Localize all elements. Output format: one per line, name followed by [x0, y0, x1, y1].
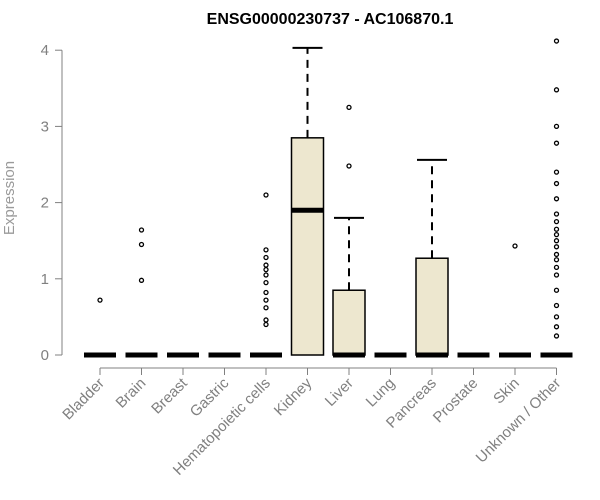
- box-group: [499, 243, 531, 358]
- x-tick-label: Breast: [148, 374, 191, 417]
- plot-area: [84, 38, 573, 358]
- outlier-point: [553, 264, 560, 271]
- outlier-point: [553, 314, 560, 320]
- box-group: [125, 227, 158, 358]
- y-axis: 0 1 2 3 4: [41, 42, 63, 364]
- outlier-point: [553, 272, 560, 278]
- x-tick-label: Liver: [322, 375, 357, 410]
- outlier-point: [97, 297, 103, 303]
- chart-title: ENSG00000230737 - AC106870.1: [207, 11, 454, 28]
- outlier-point: [138, 241, 145, 248]
- outlier-point: [263, 272, 269, 278]
- x-tick-label: Prostate: [430, 375, 482, 427]
- outlier-point: [553, 87, 560, 93]
- outlier-point: [263, 267, 269, 273]
- outlier-point: [553, 244, 560, 250]
- y-tick-label: 3: [41, 118, 49, 135]
- outlier-point: [263, 279, 269, 286]
- x-tick-label: Bladder: [59, 375, 108, 424]
- box-group: [250, 192, 282, 358]
- outlier-point: [553, 287, 560, 293]
- outlier-point: [553, 257, 560, 263]
- outlier-point: [263, 289, 269, 296]
- box: [332, 289, 366, 356]
- x-tick-label: Skin: [490, 375, 523, 408]
- outlier-point: [553, 226, 560, 232]
- outlier-point: [138, 277, 145, 283]
- outlier-point: [263, 305, 269, 311]
- outlier-point: [553, 38, 560, 44]
- y-tick-label: 1: [41, 271, 49, 288]
- outlier-point: [346, 163, 352, 169]
- box-group: [290, 46, 325, 356]
- outlier-point: [553, 231, 560, 238]
- box: [290, 137, 325, 356]
- outlier-point: [553, 211, 560, 217]
- outlier-point: [263, 297, 269, 303]
- outlier-point: [553, 238, 560, 244]
- y-tick-label: 4: [41, 42, 49, 59]
- box: [415, 257, 449, 356]
- box-group: [540, 38, 573, 358]
- box-group: [84, 297, 116, 358]
- y-axis-label: Expression: [1, 161, 18, 235]
- outlier-point: [263, 247, 269, 253]
- outlier-point: [553, 333, 560, 339]
- y-tick-label: 2: [41, 195, 49, 212]
- y-tick-label: 0: [41, 347, 49, 364]
- outlier-point: [553, 302, 560, 309]
- outlier-point: [138, 227, 145, 233]
- outlier-point: [553, 218, 560, 225]
- outlier-point: [263, 321, 269, 328]
- outlier-point: [553, 251, 560, 258]
- x-tick-label: Lung: [363, 375, 399, 411]
- box-group: [332, 104, 366, 358]
- outlier-point: [553, 180, 560, 187]
- outlier-point: [263, 262, 269, 268]
- outlier-point: [553, 123, 560, 130]
- outlier-point: [553, 196, 560, 202]
- outlier-point: [263, 192, 269, 198]
- x-tick-label: Kidney: [271, 374, 316, 419]
- box-group: [415, 158, 449, 358]
- outlier-point: [553, 324, 560, 330]
- outlier-point: [553, 140, 560, 146]
- x-tick-label: Brain: [113, 375, 150, 412]
- outlier-point: [263, 317, 269, 323]
- outlier-point: [263, 254, 269, 261]
- outlier-point: [512, 243, 518, 249]
- outlier-point: [346, 104, 352, 110]
- outlier-point: [553, 169, 560, 175]
